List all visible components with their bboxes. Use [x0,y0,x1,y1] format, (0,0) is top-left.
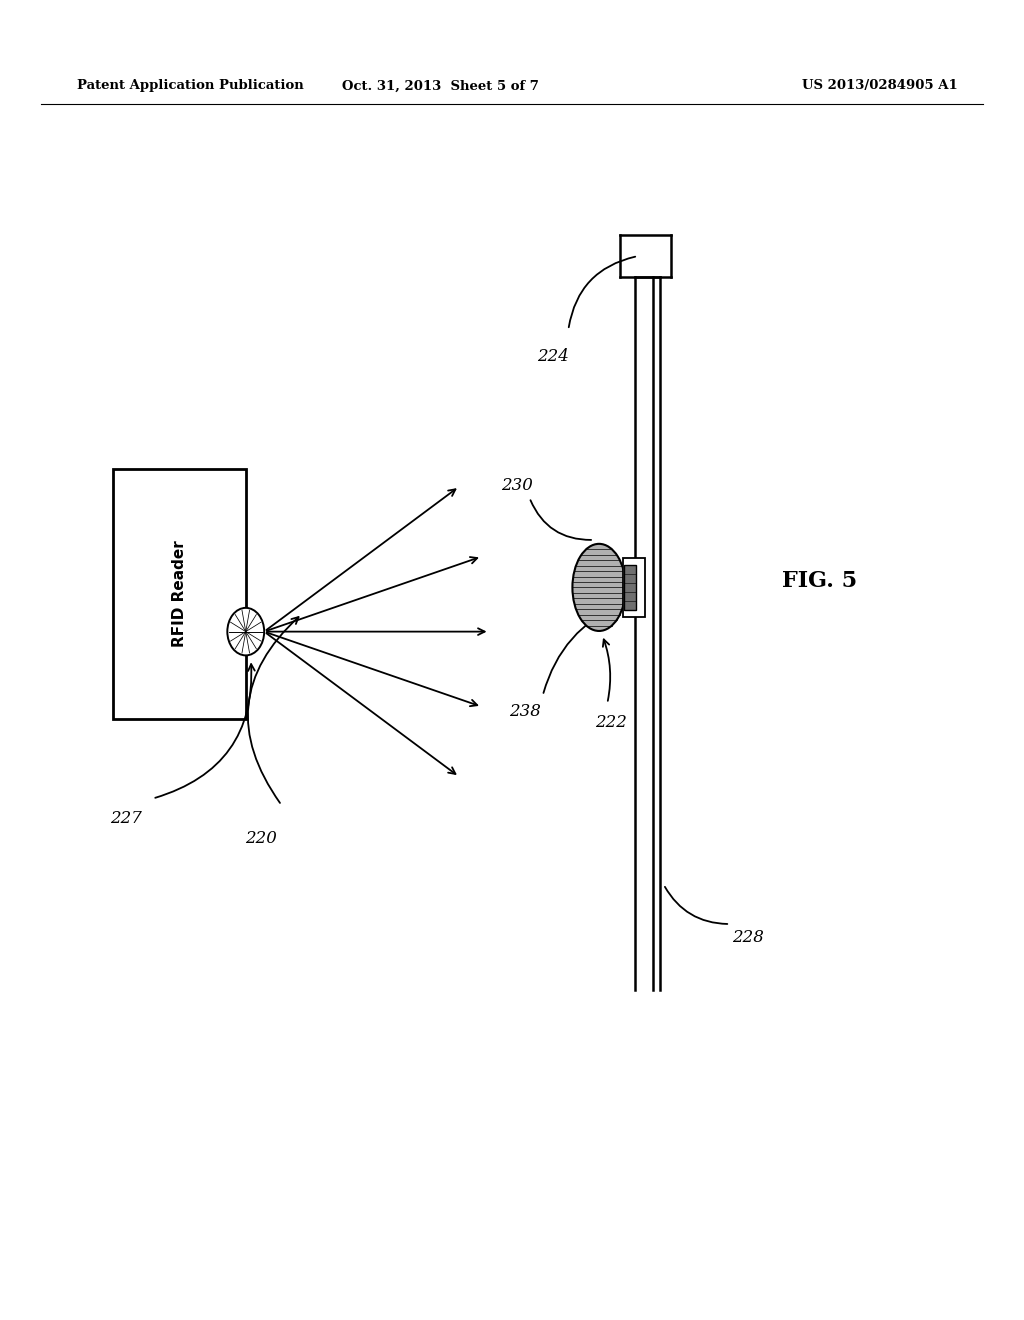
Text: 224: 224 [537,348,569,364]
Bar [620,235,671,277]
Text: 230: 230 [501,478,534,494]
Text: US 2013/0284905 A1: US 2013/0284905 A1 [802,79,957,92]
Text: 220: 220 [245,830,278,846]
Bar [113,469,246,719]
Text: 222: 222 [595,714,628,730]
Ellipse shape [572,544,626,631]
Text: Oct. 31, 2013  Sheet 5 of 7: Oct. 31, 2013 Sheet 5 of 7 [342,79,539,92]
Text: 228: 228 [731,929,764,945]
Circle shape [227,607,264,656]
Text: 227: 227 [110,810,142,826]
Text: RFID Reader: RFID Reader [172,541,186,647]
Bar [635,277,660,990]
Text: 238: 238 [509,704,542,719]
Bar [624,565,636,610]
Bar [623,557,645,616]
Text: Patent Application Publication: Patent Application Publication [77,79,303,92]
Text: FIG. 5: FIG. 5 [781,570,857,591]
